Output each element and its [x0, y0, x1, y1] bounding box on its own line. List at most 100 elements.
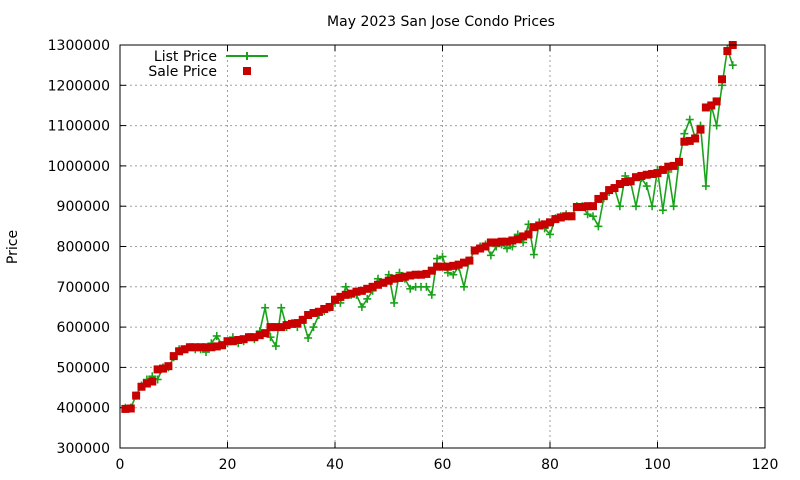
sale-price-point — [718, 75, 726, 84]
y-tick-label: 1100000 — [48, 119, 110, 135]
sale-price-point — [658, 165, 667, 174]
list-price-point — [642, 182, 651, 191]
sale-price-point — [460, 258, 468, 267]
list-price-point — [529, 250, 538, 259]
sale-price-point — [438, 262, 447, 271]
list-price-point — [503, 244, 511, 253]
sale-price-point — [159, 364, 167, 373]
list-price-point — [271, 342, 280, 351]
list-price-line — [125, 48, 734, 409]
sale-price-point — [508, 236, 517, 245]
list-price-point — [427, 290, 436, 299]
y-tick-label: 400000 — [57, 401, 110, 417]
list-price-point — [438, 252, 447, 261]
sale-price-point — [261, 329, 270, 338]
sale-price-point — [142, 379, 151, 388]
legend-label-sale-price: Sale Price — [148, 64, 217, 80]
series-list-price — [121, 45, 737, 412]
sale-price-point — [153, 365, 162, 374]
sale-price-point — [648, 169, 657, 178]
sale-price-point — [433, 262, 442, 271]
sale-price-point — [546, 218, 554, 227]
sale-price-point — [304, 311, 313, 320]
sale-price-point — [707, 101, 716, 110]
sale-price-point — [357, 286, 366, 295]
sale-price-point — [212, 342, 221, 351]
sale-price-point — [320, 304, 329, 313]
y-axis-label: Price — [5, 230, 21, 264]
sale-price-point — [664, 162, 673, 171]
sale-price-point — [390, 274, 399, 283]
sale-price-point — [691, 134, 700, 143]
sale-price-point — [363, 284, 372, 293]
list-price-point — [212, 331, 221, 340]
list-price-point — [277, 303, 286, 312]
sale-price-point — [282, 321, 291, 330]
sale-price-point — [384, 276, 393, 285]
sale-price-point — [637, 171, 646, 180]
sale-price-point — [121, 404, 130, 413]
sale-price-point — [202, 343, 210, 352]
sale-price-point — [411, 270, 420, 279]
list-price-point — [309, 323, 318, 332]
axis-ticks: 0 20 40 60 80 100 120 300000 400000 500000 600000 7… — [48, 38, 779, 473]
y-tick-label: 1200000 — [48, 78, 110, 94]
sale-price-point — [368, 282, 377, 291]
x-tick-label: 40 — [326, 457, 344, 473]
sale-price-point — [228, 337, 237, 346]
sale-price-point — [481, 242, 490, 251]
sale-price-point — [288, 319, 296, 328]
sale-price-point — [513, 235, 522, 244]
sale-price-point — [314, 307, 323, 316]
sale-price-point — [503, 237, 511, 246]
sale-price-point — [497, 237, 506, 246]
list-price-point — [701, 182, 710, 191]
sale-price-point — [223, 337, 232, 346]
sale-price-point — [196, 343, 205, 352]
sale-price-point — [341, 290, 350, 299]
sale-price-point — [218, 341, 227, 350]
sale-price-point — [632, 173, 640, 182]
sale-price-point — [180, 345, 189, 354]
sale-price-point — [535, 221, 544, 230]
sale-price-point — [696, 125, 705, 134]
y-tick-label: 900000 — [57, 199, 110, 215]
sale-price-point — [250, 333, 259, 342]
sale-price-point — [701, 103, 710, 112]
sale-price-point — [492, 238, 501, 247]
sale-price-point — [298, 315, 307, 324]
sale-price-point — [470, 246, 479, 255]
list-price-point — [266, 333, 275, 342]
sale-price-point — [621, 178, 630, 187]
list-price-point — [406, 284, 415, 293]
sale-price-point — [293, 319, 302, 328]
list-price-point — [658, 206, 667, 215]
sale-price-point — [164, 362, 173, 371]
sale-price-point — [476, 244, 485, 253]
sale-price-point — [132, 391, 141, 400]
sale-price-point — [379, 278, 388, 287]
sale-price-point — [148, 377, 157, 386]
list-price-point — [341, 282, 350, 291]
list-price-point — [615, 202, 624, 211]
sale-price-point — [594, 194, 603, 203]
y-tick-label: 300000 — [57, 441, 110, 457]
series-sale-price — [121, 41, 737, 413]
legend: List Price Sale Price — [148, 49, 268, 80]
x-tick-label: 100 — [644, 457, 671, 473]
list-price-point — [433, 254, 442, 263]
sale-price-point — [331, 295, 339, 304]
x-tick-label: 120 — [752, 457, 779, 473]
y-tick-label: 1000000 — [48, 159, 110, 175]
sale-price-point — [239, 335, 248, 344]
sale-price-point — [454, 260, 463, 269]
list-price-point — [680, 129, 689, 138]
sale-price-point — [551, 215, 560, 224]
list-price-point — [304, 333, 313, 342]
sale-price-point — [406, 271, 415, 280]
list-price-point — [583, 210, 592, 219]
plot-frame — [119, 44, 766, 449]
sale-price-point — [126, 404, 135, 413]
list-price-point — [589, 212, 597, 221]
legend-label-list-price: List Price — [154, 49, 217, 65]
